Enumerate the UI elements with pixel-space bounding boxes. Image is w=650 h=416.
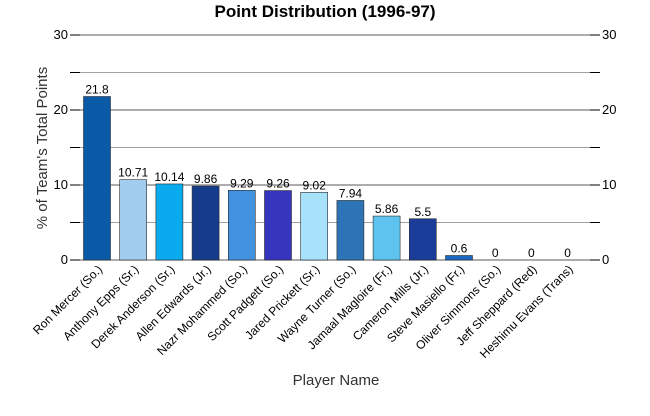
bars xyxy=(83,96,473,261)
y-tick-label-left: 30 xyxy=(54,27,68,42)
chart-title: Point Distribution (1996-97) xyxy=(214,2,435,21)
data-label: 10.71 xyxy=(118,166,148,180)
bar xyxy=(119,179,147,261)
y-tick-label-right: 30 xyxy=(602,27,616,42)
bar xyxy=(264,190,292,261)
y-tick-label-left: 20 xyxy=(54,102,68,117)
y-tick-label-right: 10 xyxy=(602,177,616,192)
bar xyxy=(83,96,111,261)
data-label: 9.26 xyxy=(266,177,290,191)
data-label: 10.14 xyxy=(154,170,184,184)
y-tick-label-left: 0 xyxy=(61,252,68,267)
bar xyxy=(408,218,437,261)
y-tick-label-right: 20 xyxy=(602,102,616,117)
data-label: 0 xyxy=(528,246,535,260)
data-label: 0 xyxy=(492,246,499,260)
bar xyxy=(228,190,256,261)
x-axis-label: Player Name xyxy=(293,372,380,389)
bar xyxy=(372,215,401,261)
data-label: 0.6 xyxy=(451,242,468,256)
x-tick-labels: Ron Mercer (So.)Anthony Epps (Sr.)Derek … xyxy=(30,262,576,361)
y-axis-label: % of Team's Total Points xyxy=(34,67,51,229)
data-label: 0 xyxy=(564,246,571,260)
data-label: 9.86 xyxy=(194,172,218,186)
bar xyxy=(155,183,184,261)
bar xyxy=(300,192,329,261)
data-label: 5.86 xyxy=(375,202,399,216)
data-label: 21.8 xyxy=(85,83,109,97)
bar xyxy=(336,200,365,261)
bar xyxy=(191,185,220,261)
y-tick-label-left: 10 xyxy=(54,177,68,192)
data-label: 7.94 xyxy=(339,186,363,200)
axes: 0 0 10 10 20 20 30 30 xyxy=(54,27,617,267)
data-label: 9.29 xyxy=(230,176,254,190)
data-label: 5.5 xyxy=(414,205,431,219)
data-labels: 21.8 10.71 10.14 9.86 9.29 9.26 9.02 7.94 5.86 5.… xyxy=(85,83,571,261)
data-label: 9.02 xyxy=(303,178,327,192)
bar xyxy=(445,255,473,261)
y-tick-label-right: 0 xyxy=(602,252,609,267)
